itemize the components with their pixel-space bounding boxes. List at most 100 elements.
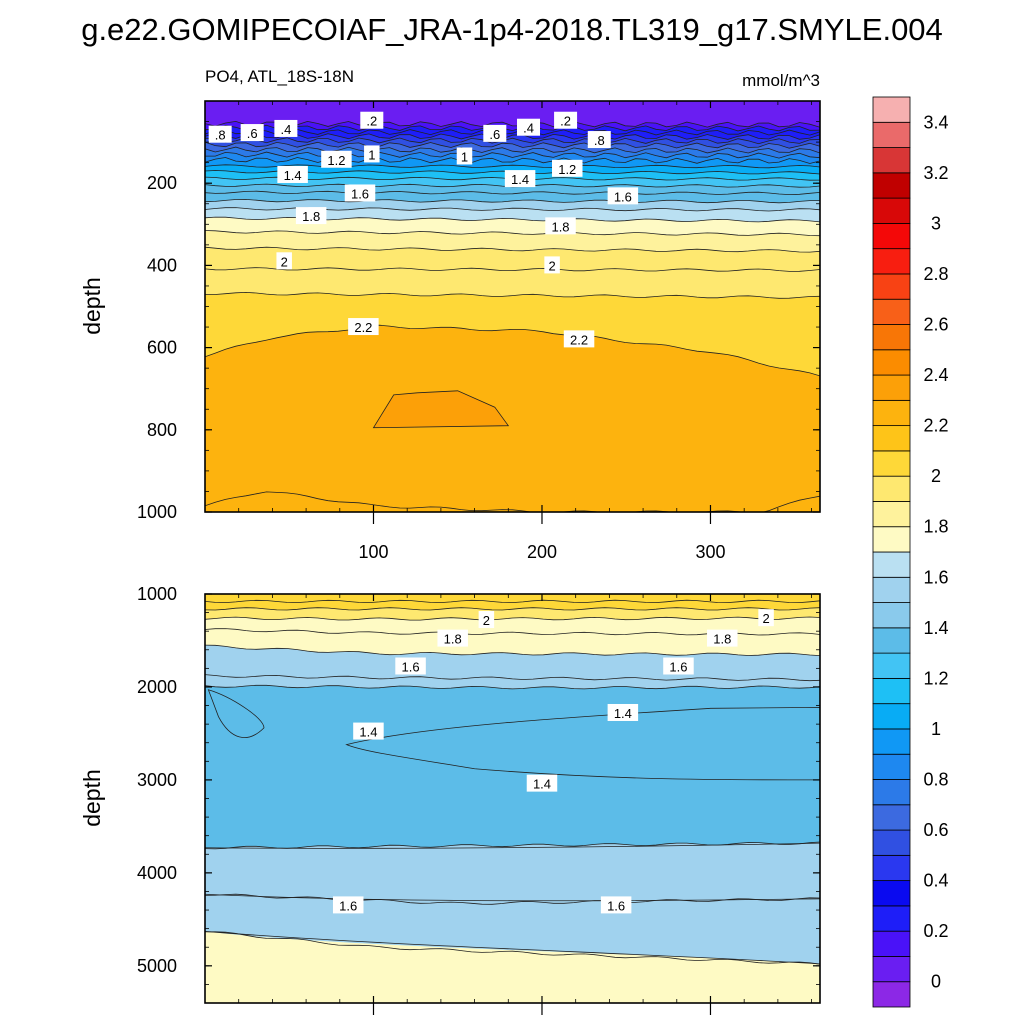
contour-label-box: [563, 330, 595, 348]
contour-label-text: 1.4: [511, 172, 529, 187]
contour-label-text: 1.4: [533, 777, 551, 792]
colorbar-box: [872, 526, 911, 553]
colorbar-box: [872, 829, 911, 856]
contour-label: 1.4: [353, 722, 384, 740]
colorbar-label: 2: [931, 466, 941, 486]
colorbar-box: [872, 425, 911, 452]
contour-line: [205, 128, 820, 136]
contour-label-text: .2: [366, 114, 377, 129]
contour-line: [205, 141, 820, 149]
contour-label: 1.4: [504, 170, 536, 188]
colorbar-box: [872, 248, 911, 275]
contour-label: .8: [587, 131, 611, 149]
contour-label-box: [395, 657, 426, 675]
y-tick-label: 2000: [137, 677, 177, 697]
contour-line: [205, 893, 820, 905]
contour-label-box: [437, 629, 468, 647]
contour-line: [205, 893, 820, 902]
contour-label-box: [483, 124, 507, 142]
contour-label: 2.2: [348, 318, 379, 336]
contour-label-box: [295, 207, 327, 225]
contour-label: 1.4: [277, 165, 308, 183]
contour-label-box: [554, 111, 578, 129]
lower-y-axis-label: depth: [79, 769, 105, 827]
contour-line: [205, 246, 820, 253]
contour-label: .4: [274, 119, 298, 137]
contour-label: 2.2: [563, 330, 595, 348]
contour-line: [205, 931, 820, 965]
colorbar-label: 3.2: [923, 163, 948, 183]
contour-label: .2: [360, 111, 384, 129]
lower-panel: 2 2 1.8 1.8 1.6 1.6 1.4 1.4 1.4 1.6 1.6 1000 2000 30…: [79, 584, 821, 1015]
lower-ticks: 1000 2000 3000 4000 5000: [137, 584, 820, 1015]
contour-label-text: .4: [280, 122, 291, 137]
colorbar-labels: 0 0.2 0.4 0.6 0.8 1 1.2 1.4 1.6 1.8 2 2.2 2.4 2.6 2.8 3…: [923, 112, 948, 991]
colorbar-box: [872, 475, 911, 502]
contour-label-box: [276, 252, 292, 270]
colorbar-box: [872, 703, 911, 730]
contour-line: [205, 190, 820, 196]
contour-label-box: [240, 124, 264, 142]
upper-contour-labels: .8 .6 .4 .2 .6 .4 .2 .8 1 1 1.2 1.2 1.4 1.4 1.6 1.6 1.8 1…: [208, 111, 639, 348]
y-tick-label: 4000: [137, 863, 177, 883]
contour-label: .2: [554, 111, 578, 129]
contour-line: [205, 842, 820, 849]
contour-label: 1.2: [321, 150, 352, 168]
y-tick-label: 200: [147, 173, 177, 193]
contour-label-box: [607, 187, 639, 205]
contour-label: 1.6: [607, 187, 639, 205]
colorbar-box: [872, 450, 911, 477]
colorbar-box: [872, 324, 911, 351]
contour-label: 1.6: [344, 184, 376, 202]
colorbar-label: 0.4: [923, 871, 948, 891]
contour-label: 2: [478, 611, 495, 629]
colorbar-box: [872, 854, 911, 882]
contour-line: [205, 674, 820, 682]
contour-label-box: [544, 256, 560, 274]
contour-label-text: .4: [523, 121, 534, 136]
contour-label-text: 2: [762, 611, 769, 626]
contour-label-text: 1.8: [302, 209, 320, 224]
colorbar-box: [872, 501, 911, 528]
contour-label-box: [517, 118, 541, 136]
contour-label-text: 1.6: [614, 189, 632, 204]
x-tick-label: 300: [695, 542, 725, 562]
contour-label-box: [526, 774, 558, 792]
colorbar-box: [872, 374, 911, 401]
contour-label-text: .6: [489, 127, 500, 142]
upper-fill-bands: [205, 101, 820, 512]
contour-label: .6: [240, 124, 264, 142]
contour-line: [205, 120, 820, 128]
lower-contour-labels: 2 2 1.8 1.8 1.6 1.6 1.4 1.4 1.4 1.6 1.6: [332, 609, 774, 914]
contour-label-box: [545, 217, 576, 235]
contour-label-box: [360, 111, 384, 129]
contour-label-box: [707, 629, 738, 647]
contour-label-box: [663, 657, 694, 675]
colorbar-box: [872, 399, 911, 427]
contour-label-box: [277, 165, 308, 183]
contour-label-box: [552, 159, 583, 177]
colorbar-label: 1.8: [923, 517, 948, 537]
colorbar-box: [872, 753, 911, 780]
x-tick-label: 200: [527, 542, 557, 562]
contour-line: [205, 198, 820, 204]
colorbar-box: [872, 728, 911, 755]
y-tick-label: 1000: [137, 502, 177, 522]
contour-label: 1.6: [395, 657, 426, 675]
y-tick-label: 600: [147, 338, 177, 358]
colorbar-label: 2.2: [923, 416, 948, 436]
contour-label-text: 2: [483, 613, 490, 628]
colorbar-box: [872, 652, 911, 679]
figure-title: g.e22.GOMIPECOIAF_JRA-1p4-2018.TL319_g17…: [81, 12, 943, 47]
contour-label-box: [587, 131, 611, 149]
colorbar-label: 3.4: [923, 112, 948, 132]
contour-label-box: [344, 184, 376, 202]
contour-label-box: [600, 896, 632, 914]
contour-line: [205, 157, 820, 164]
contour-line: [205, 607, 820, 611]
fill-band-core: [345, 707, 820, 781]
contour-label-text: 1.4: [284, 168, 302, 183]
contour-line: [205, 684, 820, 690]
colorbar-box: [872, 222, 911, 250]
contour-label-text: 2: [548, 258, 555, 273]
